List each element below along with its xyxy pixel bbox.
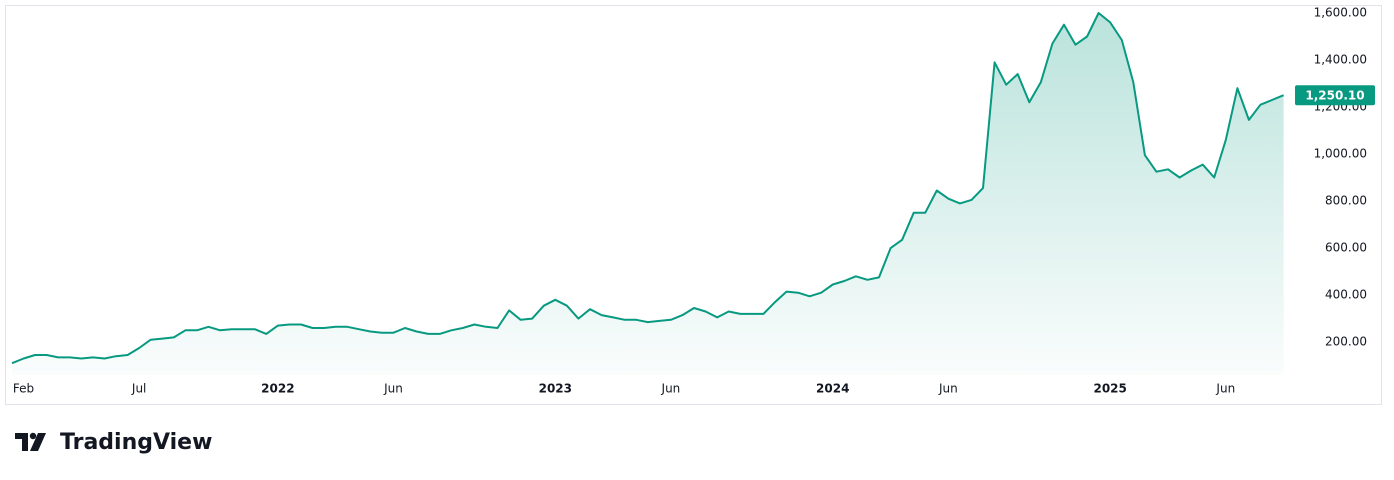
x-tick-label: Jun [661, 382, 681, 396]
price-line [11, 12, 1284, 365]
y-tick-label: 1,000.00 [1314, 147, 1367, 161]
x-tick-label: Jun [938, 382, 958, 396]
logo: TradingView [15, 430, 212, 455]
x-tick-label: Jun [1215, 382, 1235, 396]
x-tick-label: Feb [13, 382, 34, 396]
y-tick-label: 1,600.00 [1314, 5, 1367, 19]
y-tick-label: 600.00 [1325, 241, 1367, 255]
x-tick-label: 2023 [539, 382, 572, 396]
logo-dot [29, 432, 37, 440]
y-tick-label: 1,400.00 [1314, 53, 1367, 67]
y-tick-label: 400.00 [1325, 288, 1367, 302]
frame [5, 5, 1382, 405]
x-tick-label: 2022 [261, 382, 294, 396]
y-tick-label: 200.00 [1325, 335, 1367, 349]
logo-slash [30, 433, 46, 451]
area-fill [12, 13, 1284, 375]
x-tick-label: Jul [131, 382, 146, 396]
x-tick-label: 2025 [1093, 382, 1126, 396]
logo-text: TradingView [60, 430, 212, 455]
logo-mark [15, 433, 28, 451]
last-price-label: 1,250.10 [1305, 89, 1364, 103]
x-tick-label: Jun [383, 382, 403, 396]
last-price-box [1295, 85, 1375, 106]
x-tick-label: 2024 [816, 382, 849, 396]
y-tick-label: 800.00 [1325, 194, 1367, 208]
